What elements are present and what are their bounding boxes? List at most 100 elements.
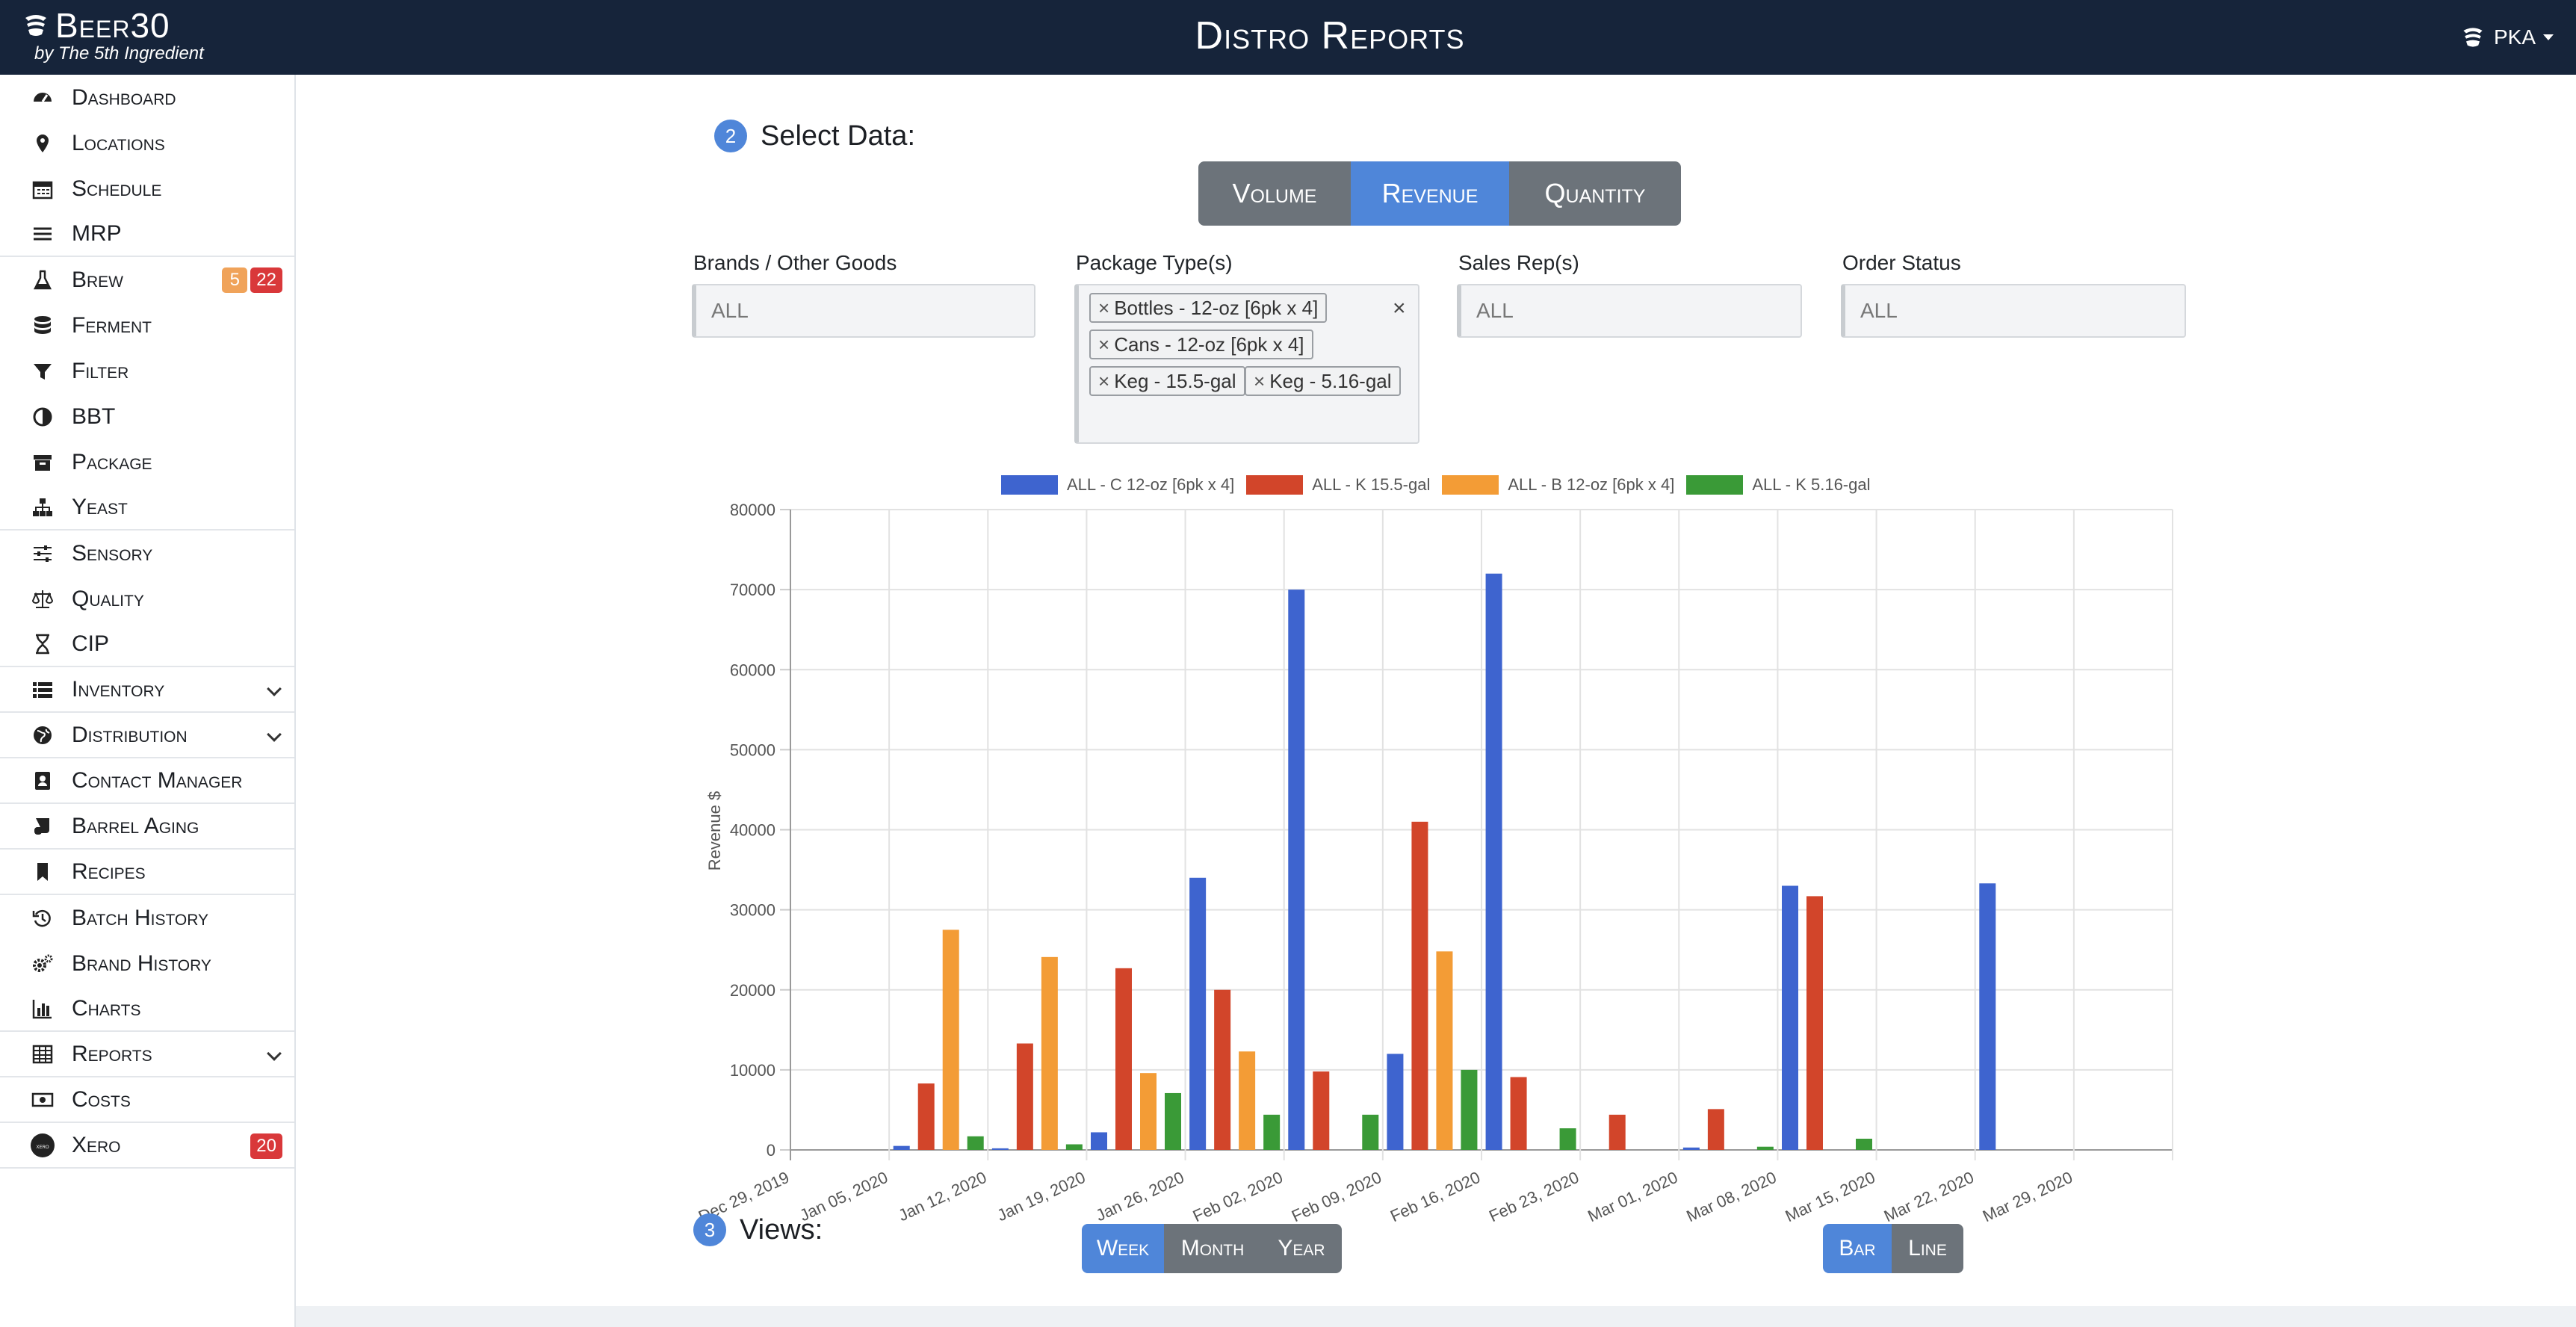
y-tick-label: 20000 xyxy=(730,981,775,1000)
bar xyxy=(1609,1114,1626,1150)
month-button[interactable]: Month xyxy=(1164,1224,1261,1273)
package-tag[interactable]: × Bottles - 12-oz [6pk x 4] xyxy=(1089,293,1328,323)
sidebar: Dashboard Locations Schedule MRP Brew 5 22 Ferm… xyxy=(0,75,296,1327)
x-tick-label: Mar 08, 2020 xyxy=(1683,1168,1779,1225)
sidebar-item-label: Charts xyxy=(72,995,141,1021)
sidebar-item-contact-manager[interactable]: Contact Manager xyxy=(0,758,294,804)
sidebar-item-label: Ferment xyxy=(72,312,152,338)
remove-tag-icon[interactable]: × xyxy=(1254,369,1266,392)
app-logo[interactable]: Beer30 by The 5th Ingredient xyxy=(21,8,204,64)
revenue-button[interactable]: Revenue xyxy=(1351,161,1509,226)
bar xyxy=(917,1083,935,1150)
legend-item[interactable]: ALL - K 5.16-gal xyxy=(1686,475,1871,495)
legend-item[interactable]: ALL - B 12-oz [6pk x 4] xyxy=(1442,475,1674,495)
page-title: Distro Reports xyxy=(1195,14,1465,58)
sidebar-item-xero[interactable]: xero Xero 20 xyxy=(0,1123,294,1169)
sidebar-item-costs[interactable]: Costs xyxy=(0,1077,294,1123)
sidebar-item-locations[interactable]: Locations xyxy=(0,120,294,166)
sidebar-item-inventory[interactable]: Inventory xyxy=(0,667,294,713)
sales-reps-select[interactable]: ALL xyxy=(1457,284,1802,338)
bar xyxy=(1806,896,1823,1150)
line-button[interactable]: Line xyxy=(1892,1224,1963,1273)
order-status-select[interactable]: ALL xyxy=(1841,284,2186,338)
quantity-button[interactable]: Quantity xyxy=(1509,161,1681,226)
sidebar-item-brew[interactable]: Brew 5 22 xyxy=(0,257,294,303)
xero-logo-icon: xero xyxy=(30,1133,55,1158)
sidebar-item-yeast[interactable]: Yeast xyxy=(0,485,294,531)
sidebar-item-label: Distribution xyxy=(72,722,188,747)
map-pin-icon xyxy=(30,131,55,156)
bar xyxy=(1411,821,1428,1150)
user-name: PKA xyxy=(2493,25,2536,49)
sidebar-item-brand-history[interactable]: Brand History xyxy=(0,941,294,986)
x-tick-label: Jan 12, 2020 xyxy=(896,1168,990,1225)
remove-tag-icon[interactable]: × xyxy=(1098,296,1110,319)
sidebar-item-label: Dashboard xyxy=(72,84,176,110)
bar xyxy=(1115,968,1132,1150)
bar xyxy=(1065,1144,1083,1150)
sidebar-item-label: Quality xyxy=(72,586,144,611)
sidebar-item-label: Brand History xyxy=(72,950,211,976)
package-types-label: Package Type(s) xyxy=(1076,251,1233,274)
x-tick-label: Mar 22, 2020 xyxy=(1881,1168,1977,1225)
sidebar-item-label: Locations xyxy=(72,130,165,155)
legend-item[interactable]: ALL - C 12-oz [6pk x 4] xyxy=(1001,475,1234,495)
badge-group: 20 xyxy=(247,1133,282,1159)
bar xyxy=(1313,1071,1330,1150)
count-badge: 5 xyxy=(222,267,248,293)
bar xyxy=(1707,1109,1724,1150)
sidebar-item-package[interactable]: Package xyxy=(0,439,294,485)
bar-button[interactable]: Bar xyxy=(1823,1224,1892,1273)
y-tick-label: 80000 xyxy=(730,501,775,519)
bar xyxy=(1016,1043,1033,1150)
y-tick-label: 40000 xyxy=(730,821,775,840)
year-button[interactable]: Year xyxy=(1261,1224,1342,1273)
legend-swatch xyxy=(1442,475,1499,495)
sidebar-item-dashboard[interactable]: Dashboard xyxy=(0,75,294,120)
sidebar-item-bbt[interactable]: BBT xyxy=(0,394,294,439)
bar xyxy=(1461,1069,1478,1150)
package-tag[interactable]: × Cans - 12-oz [6pk x 4] xyxy=(1089,330,1313,359)
sidebar-item-distribution[interactable]: Distribution xyxy=(0,713,294,758)
bar xyxy=(1756,1146,1774,1150)
clear-all-icon[interactable]: × xyxy=(1393,296,1406,321)
sidebar-item-label: Yeast xyxy=(72,494,128,519)
sidebar-item-sensory[interactable]: Sensory xyxy=(0,531,294,576)
sidebar-item-barrel-aging[interactable]: Barrel Aging xyxy=(0,804,294,850)
sidebar-item-label: Filter xyxy=(72,358,129,383)
sidebar-item-reports[interactable]: Reports xyxy=(0,1032,294,1077)
y-tick-label: 60000 xyxy=(730,661,775,679)
sidebar-item-schedule[interactable]: Schedule xyxy=(0,166,294,211)
bar xyxy=(1189,877,1207,1150)
legend-item[interactable]: ALL - K 15.5-gal xyxy=(1246,475,1430,495)
user-menu[interactable]: PKA xyxy=(2459,24,2554,51)
package-types-select[interactable]: × Bottles - 12-oz [6pk x 4] × Cans - 12-oz… xyxy=(1074,284,1419,444)
package-tag[interactable]: × Keg - 5.16-gal xyxy=(1245,366,1401,396)
brands-select[interactable]: ALL xyxy=(692,284,1035,338)
bar xyxy=(1362,1114,1379,1150)
package-tag[interactable]: × Keg - 15.5-gal xyxy=(1089,366,1245,396)
x-tick-label: Mar 29, 2020 xyxy=(1980,1168,2075,1225)
x-tick-label: Mar 15, 2020 xyxy=(1783,1168,1878,1225)
remove-tag-icon[interactable]: × xyxy=(1098,332,1110,356)
sidebar-item-batch-history[interactable]: Batch History xyxy=(0,895,294,941)
sidebar-item-quality[interactable]: Quality xyxy=(0,576,294,622)
volume-button[interactable]: Volume xyxy=(1198,161,1351,226)
sidebar-item-label: Brew xyxy=(72,267,124,292)
sidebar-item-label: MRP xyxy=(72,220,122,246)
sidebar-item-label: Schedule xyxy=(72,176,162,201)
week-button[interactable]: Week xyxy=(1082,1224,1164,1273)
sidebar-item-recipes[interactable]: Recipes xyxy=(0,850,294,895)
scroll-icon xyxy=(30,814,55,839)
sidebar-item-cip[interactable]: CIP xyxy=(0,622,294,667)
sidebar-item-ferment[interactable]: Ferment xyxy=(0,303,294,348)
step-title: Views: xyxy=(740,1213,823,1246)
flask-icon xyxy=(30,267,55,293)
sidebar-item-charts[interactable]: Charts xyxy=(0,986,294,1032)
remove-tag-icon[interactable]: × xyxy=(1098,369,1110,392)
sidebar-item-filter[interactable]: Filter xyxy=(0,348,294,394)
bar-chart-icon xyxy=(30,996,55,1021)
sidebar-item-mrp[interactable]: MRP xyxy=(0,211,294,257)
x-tick-label: Mar 01, 2020 xyxy=(1585,1168,1680,1225)
bar xyxy=(1856,1139,1872,1150)
